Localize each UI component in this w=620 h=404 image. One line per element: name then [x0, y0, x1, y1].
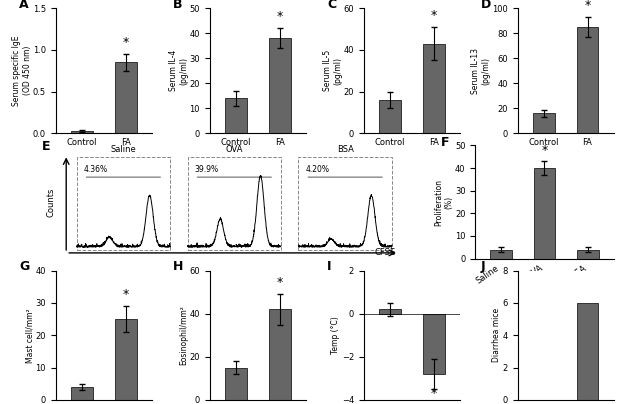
Text: *: * — [123, 36, 129, 49]
FancyBboxPatch shape — [77, 157, 170, 250]
Text: Counts: Counts — [46, 187, 56, 217]
Y-axis label: Diarrhea mice: Diarrhea mice — [492, 308, 501, 362]
Bar — [490, 250, 512, 259]
Bar — [225, 98, 247, 133]
Text: *: * — [277, 10, 283, 23]
Text: *: * — [585, 0, 591, 12]
Bar — [577, 303, 598, 400]
Text: I: I — [327, 260, 332, 274]
Y-axis label: Serum IL-13
(pg/ml): Serum IL-13 (pg/ml) — [471, 48, 491, 94]
Bar — [268, 309, 291, 400]
Bar — [577, 27, 598, 133]
Text: C: C — [327, 0, 336, 11]
Text: J: J — [481, 260, 485, 274]
Bar — [71, 131, 93, 133]
Bar — [71, 387, 93, 400]
Y-axis label: Serum IL-5
(pg/ml): Serum IL-5 (pg/ml) — [322, 50, 342, 91]
Y-axis label: Eosinophil/mm²: Eosinophil/mm² — [179, 305, 188, 365]
Text: H: H — [173, 260, 184, 274]
Text: G: G — [19, 260, 30, 274]
Y-axis label: Serum IL-4
(pg/ml): Serum IL-4 (pg/ml) — [169, 50, 188, 91]
Text: F: F — [440, 137, 449, 149]
Y-axis label: Temp (°C): Temp (°C) — [331, 316, 340, 354]
Bar — [534, 168, 556, 259]
Text: BSA: BSA — [337, 145, 353, 154]
Bar — [379, 100, 401, 133]
Text: *: * — [430, 9, 436, 22]
Bar — [533, 113, 555, 133]
Text: CFSE: CFSE — [374, 248, 396, 257]
Text: *: * — [430, 387, 436, 400]
Bar — [268, 38, 291, 133]
Text: B: B — [173, 0, 183, 11]
Text: E: E — [42, 140, 50, 153]
Text: D: D — [481, 0, 491, 11]
Text: Saline: Saline — [110, 145, 136, 154]
Y-axis label: Serum specific IgE
(OD 450 nm): Serum specific IgE (OD 450 nm) — [12, 36, 32, 106]
Text: 4.20%: 4.20% — [305, 165, 329, 174]
Y-axis label: Mast cell/mm²: Mast cell/mm² — [25, 308, 34, 363]
Y-axis label: Proliferation
(%): Proliferation (%) — [434, 179, 453, 225]
Bar — [423, 314, 445, 374]
Text: 4.36%: 4.36% — [84, 165, 108, 174]
Text: *: * — [541, 144, 547, 157]
Bar — [577, 250, 599, 259]
Bar — [115, 319, 136, 400]
Bar — [115, 62, 136, 133]
Bar — [379, 309, 401, 314]
Text: 39.9%: 39.9% — [195, 165, 219, 174]
Text: *: * — [277, 276, 283, 289]
Bar — [225, 368, 247, 400]
Bar — [423, 44, 445, 133]
Text: *: * — [123, 288, 129, 301]
FancyBboxPatch shape — [298, 157, 392, 250]
Text: A: A — [19, 0, 29, 11]
FancyBboxPatch shape — [187, 157, 281, 250]
Text: OVA: OVA — [226, 145, 243, 154]
